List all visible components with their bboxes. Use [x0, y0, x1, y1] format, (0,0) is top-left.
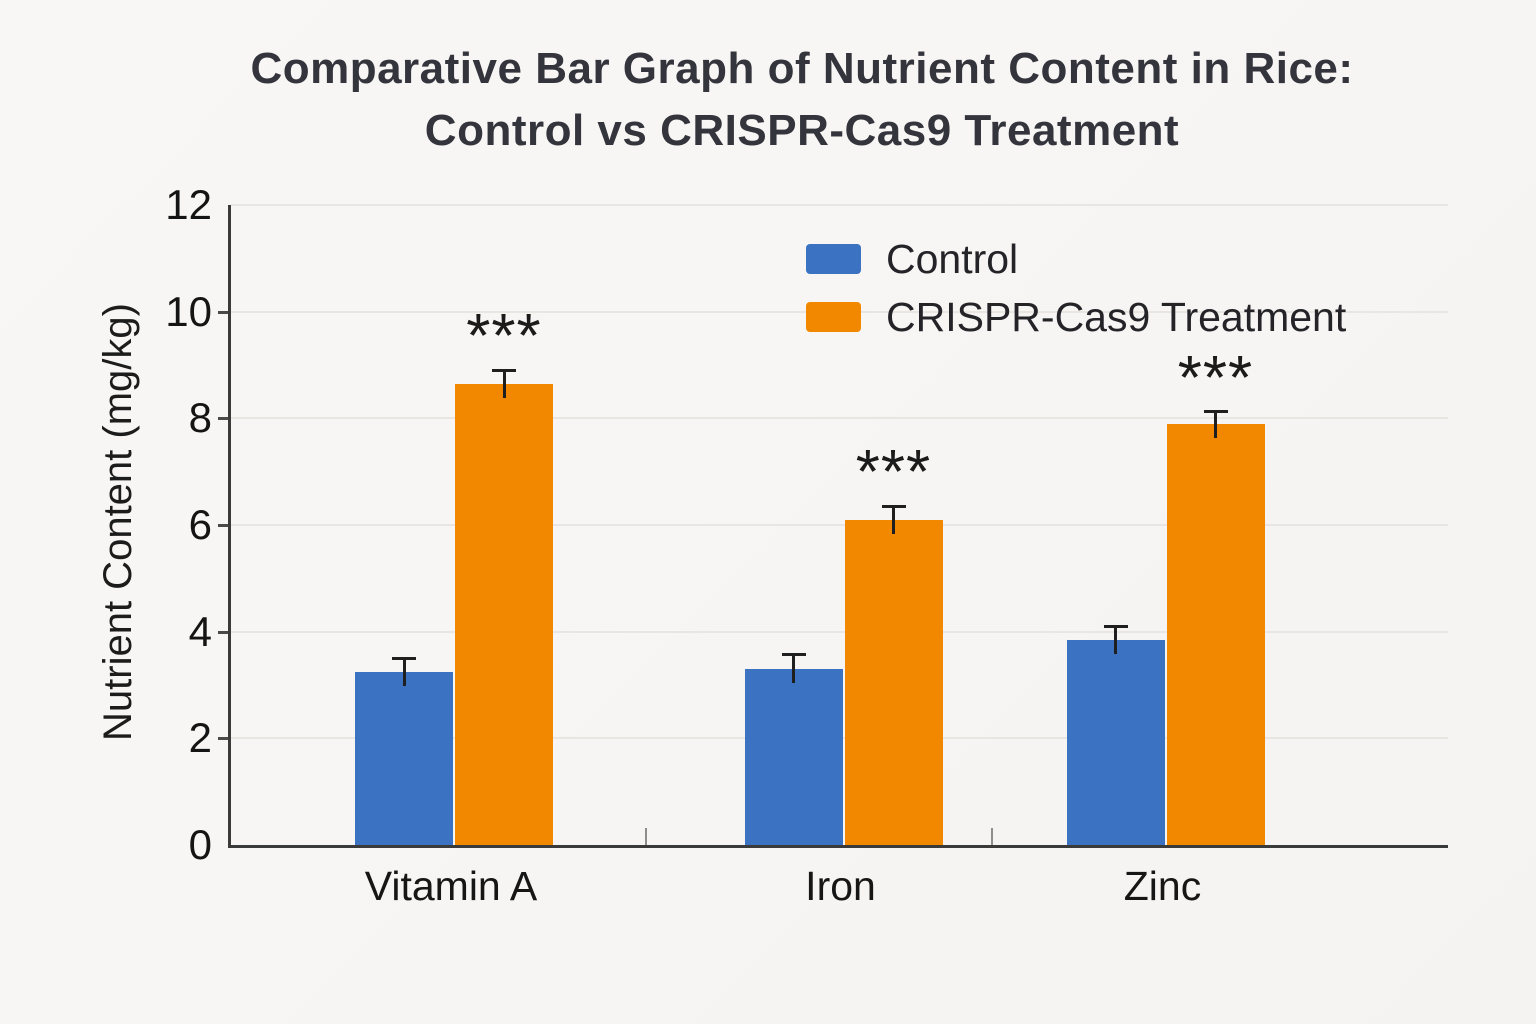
significance-marker-zinc: ***: [1177, 343, 1254, 413]
bar-control-zinc: [1066, 639, 1165, 845]
y-tick-label-2: 2: [188, 714, 212, 762]
error-bar-cap-control-zinc: [1103, 624, 1128, 628]
y-tick-label-6: 6: [188, 501, 212, 548]
gridline-8: [231, 417, 1448, 420]
error-bar-cap-crispr-cas9-treatment-zinc: [1203, 410, 1228, 414]
plot-area: *** *** ***: [228, 204, 1448, 848]
y-tick-mark-4: [218, 630, 228, 634]
chart-title-line2: Control vs CRISPR-Cas9 Treatment: [424, 106, 1180, 155]
y-tick-label-0: 0: [188, 821, 212, 868]
x-category-label-iron: Iron: [805, 863, 876, 909]
x-category-label-vitamin-a: Vitamin A: [364, 863, 538, 909]
error-bar-whisker-control-iron: [792, 654, 795, 683]
gridline-12: [231, 204, 1448, 206]
y-tick-mark-2: [218, 737, 228, 741]
y-tick-label-4: 4: [188, 607, 212, 655]
legend-label-control: Control: [886, 235, 1019, 282]
x-axis-separator-tick-2: [991, 828, 993, 845]
legend-label-crispr-treatment: CRISPR-Cas9 Treatment: [886, 293, 1347, 340]
y-tick-mark-8: [218, 417, 228, 421]
bar-crispr-cas9-treatment-vitamin-a: [455, 383, 553, 845]
chart-title: Comparative Bar Graph of Nutrient Conten…: [34, 38, 1536, 162]
x-axis-separator-tick-1: [645, 828, 647, 845]
error-bar-whisker-crispr-cas9-treatment-vitamin-a: [502, 370, 506, 398]
error-bar-whisker-control-zinc: [1114, 626, 1117, 654]
y-tick-label-12: 12: [165, 181, 212, 228]
y-tick-mark-10: [218, 310, 228, 314]
error-bar-cap-control-iron: [781, 652, 806, 656]
bar-crispr-cas9-treatment-zinc: [1166, 423, 1265, 845]
error-bar-cap-control-vitamin-a: [392, 656, 416, 660]
legend-swatch-crispr-treatment: [806, 302, 861, 332]
error-bar-whisker-control-vitamin-a: [402, 658, 406, 686]
bar-crispr-cas9-treatment-iron: [844, 519, 943, 845]
error-bar-cap-crispr-cas9-treatment-iron: [881, 504, 906, 508]
error-bar-whisker-crispr-cas9-treatment-iron: [892, 506, 895, 534]
legend-item-crispr-treatment: CRISPR-Cas9 Treatment: [806, 294, 1346, 340]
error-bar-whisker-crispr-cas9-treatment-zinc: [1214, 411, 1217, 438]
x-category-label-zinc: Zinc: [1123, 863, 1202, 909]
significance-marker-vitamin-a: ***: [466, 302, 542, 372]
y-tick-label-10: 10: [165, 287, 212, 335]
gridline-4: [231, 630, 1448, 633]
legend-item-control: Control: [806, 236, 1346, 282]
chart-title-line1: Comparative Bar Graph of Nutrient Conten…: [250, 44, 1354, 93]
legend-swatch-control: [806, 244, 861, 274]
bar-control-iron: [744, 669, 843, 845]
legend: Control CRISPR-Cas9 Treatment: [806, 236, 1346, 359]
error-bar-cap-crispr-cas9-treatment-vitamin-a: [492, 368, 516, 372]
bar-control-vitamin-a: [355, 671, 453, 845]
y-tick-label-8: 8: [188, 394, 212, 442]
significance-marker-iron: ***: [855, 438, 932, 508]
gridline-6: [231, 524, 1448, 526]
y-tick-mark-6: [218, 524, 228, 527]
